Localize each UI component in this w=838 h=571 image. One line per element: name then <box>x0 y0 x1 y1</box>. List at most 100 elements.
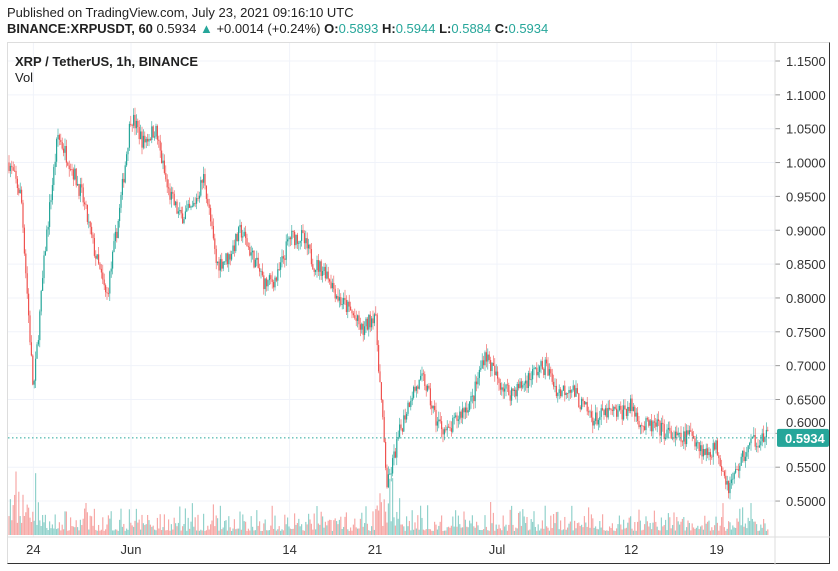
volume-bar <box>270 525 272 535</box>
volume-bar <box>742 507 744 535</box>
volume-bar <box>474 527 476 535</box>
candle-body <box>450 428 452 432</box>
volume-bar <box>747 517 749 535</box>
candle-body <box>25 253 27 274</box>
candle-body <box>212 225 214 239</box>
volume-bar <box>89 515 91 535</box>
candle-body <box>333 283 335 289</box>
volume-bar <box>50 528 52 535</box>
symbol-ohlc-line: BINANCE:XRPUSDT, 60 0.5934 ▲ +0.0014 (+0… <box>7 21 548 36</box>
volume-bar <box>438 525 440 535</box>
candle-body <box>397 437 399 440</box>
candle-body <box>226 253 228 265</box>
candle-body <box>284 258 286 260</box>
candle-body <box>469 401 471 411</box>
candle-body <box>21 189 23 203</box>
volume-bar <box>152 525 154 535</box>
candle-body <box>270 275 272 280</box>
volume-bar <box>135 508 137 535</box>
candle-body <box>679 432 681 434</box>
candle-body <box>480 368 482 370</box>
volume-bar <box>411 510 413 535</box>
candle-body <box>499 383 501 390</box>
candle-body <box>736 469 738 470</box>
candle-body <box>365 318 367 327</box>
candle-body <box>659 421 661 436</box>
candle-body <box>281 256 283 263</box>
volume-bar <box>23 516 25 535</box>
candle-body <box>243 231 245 237</box>
candle-body <box>210 207 212 222</box>
volume-bar <box>656 526 658 535</box>
candle-body <box>245 231 247 239</box>
legend-title: XRP / TetherUS, 1h, BINANCE <box>15 54 198 69</box>
symbol: BINANCE:XRPUSDT, 60 <box>7 21 153 36</box>
candle-body <box>233 245 235 252</box>
volume-bar <box>435 524 437 535</box>
volume-bar <box>518 512 520 535</box>
candle-body <box>596 412 598 425</box>
volume-bar <box>436 529 438 535</box>
candle-body <box>317 260 319 272</box>
candle-body <box>617 410 619 417</box>
candle-body <box>352 313 354 316</box>
volume-bar <box>351 530 353 535</box>
candle-body <box>625 408 627 416</box>
volume-bar <box>147 515 149 535</box>
y-tick-label: 0.7000 <box>786 359 826 374</box>
volume-bar <box>186 530 188 535</box>
volume-bar <box>103 530 105 535</box>
candle-body <box>124 165 126 183</box>
candle-body <box>529 373 531 380</box>
volume-bar <box>212 504 214 535</box>
candle-body <box>484 352 486 366</box>
candle-body <box>295 234 297 246</box>
candle-body <box>56 139 58 162</box>
volume-bar <box>26 504 28 535</box>
volume-bar <box>249 530 251 535</box>
candle-body <box>184 211 186 220</box>
candle-body <box>159 140 161 151</box>
candle-body <box>323 266 325 271</box>
volume-bar <box>238 528 240 535</box>
candle-body <box>401 428 403 432</box>
candle-body <box>448 426 450 428</box>
candle-body <box>630 398 632 412</box>
volume-bar <box>219 505 221 535</box>
volume-bar <box>445 530 447 535</box>
volume-bar <box>315 529 317 535</box>
volume-bar <box>513 530 515 535</box>
volume-bar <box>172 529 174 535</box>
candle-body <box>434 405 436 410</box>
volume-bar <box>193 526 195 535</box>
volume-bar <box>565 529 567 535</box>
candle-body <box>16 178 18 189</box>
candle-body <box>37 340 39 345</box>
candle-body <box>677 433 679 436</box>
y-tick-label: 0.8000 <box>786 291 826 306</box>
volume-bar <box>586 526 588 535</box>
candle-body <box>79 184 81 196</box>
candle-body <box>410 400 412 407</box>
candle-body <box>33 380 35 385</box>
candle-body <box>628 406 630 412</box>
candle-body <box>575 388 577 397</box>
candle-body <box>95 255 97 259</box>
volume-bar <box>291 529 293 535</box>
volume-bar <box>348 530 350 535</box>
candle-body <box>187 203 189 209</box>
candle-body <box>683 431 685 442</box>
candle-body <box>485 352 487 362</box>
volume-bar <box>404 530 406 535</box>
volume-bar <box>544 505 546 535</box>
volume-bar <box>721 517 723 535</box>
volume-bar <box>330 520 332 535</box>
volume-bar <box>379 493 381 535</box>
volume-bar <box>737 521 739 535</box>
volume-bar <box>253 530 255 535</box>
candle-body <box>712 443 714 457</box>
volume-bar <box>516 528 518 535</box>
volume-bar <box>341 529 343 535</box>
candle-body <box>471 395 473 397</box>
